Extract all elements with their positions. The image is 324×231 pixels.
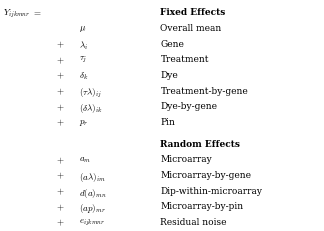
Text: $(ap)_{mr}$: $(ap)_{mr}$ [79,202,106,215]
Text: $+$: $+$ [56,102,64,113]
Text: $Y_{ijkmnr}$: $Y_{ijkmnr}$ [3,8,30,20]
Text: $+$: $+$ [56,55,64,66]
Text: $+$: $+$ [56,118,64,128]
Text: $+$: $+$ [56,40,64,50]
Text: Treatment-by-gene: Treatment-by-gene [160,87,248,96]
Text: $\mu$: $\mu$ [79,24,87,34]
Text: $e_{ijkmnr}$: $e_{ijkmnr}$ [79,218,106,228]
Text: Dye: Dye [160,71,178,80]
Text: Pin: Pin [160,118,175,127]
Text: $\delta_k$: $\delta_k$ [79,71,88,82]
Text: $(\delta\lambda)_{ik}$: $(\delta\lambda)_{ik}$ [79,102,103,115]
Text: Microarray-by-pin: Microarray-by-pin [160,202,244,211]
Text: $p_r$: $p_r$ [79,118,89,128]
Text: Microarray-by-gene: Microarray-by-gene [160,171,251,180]
Text: Treatment: Treatment [160,55,209,64]
Text: Residual noise: Residual noise [160,218,227,227]
Text: $+$: $+$ [56,155,64,166]
Text: $+$: $+$ [56,71,64,81]
Text: $+$: $+$ [56,202,64,213]
Text: $+$: $+$ [56,171,64,181]
Text: Microarray: Microarray [160,155,212,164]
Text: $+$: $+$ [56,187,64,197]
Text: $a_m$: $a_m$ [79,155,92,165]
Text: $=$: $=$ [32,8,42,17]
Text: $+$: $+$ [56,218,64,228]
Text: Dip-within-microarray: Dip-within-microarray [160,187,262,196]
Text: $(a\lambda)_{im}$: $(a\lambda)_{im}$ [79,171,107,184]
Text: $d(a)_{mn}$: $d(a)_{mn}$ [79,187,108,200]
Text: Fixed Effects: Fixed Effects [160,8,226,17]
Text: $\tau_j$: $\tau_j$ [79,55,88,65]
Text: Overall mean: Overall mean [160,24,222,33]
Text: $\lambda_i$: $\lambda_i$ [79,40,88,52]
Text: Random Effects: Random Effects [160,140,240,149]
Text: Gene: Gene [160,40,184,49]
Text: $+$: $+$ [56,87,64,97]
Text: Dye-by-gene: Dye-by-gene [160,102,217,111]
Text: $(\tau\lambda)_{ij}$: $(\tau\lambda)_{ij}$ [79,87,103,100]
